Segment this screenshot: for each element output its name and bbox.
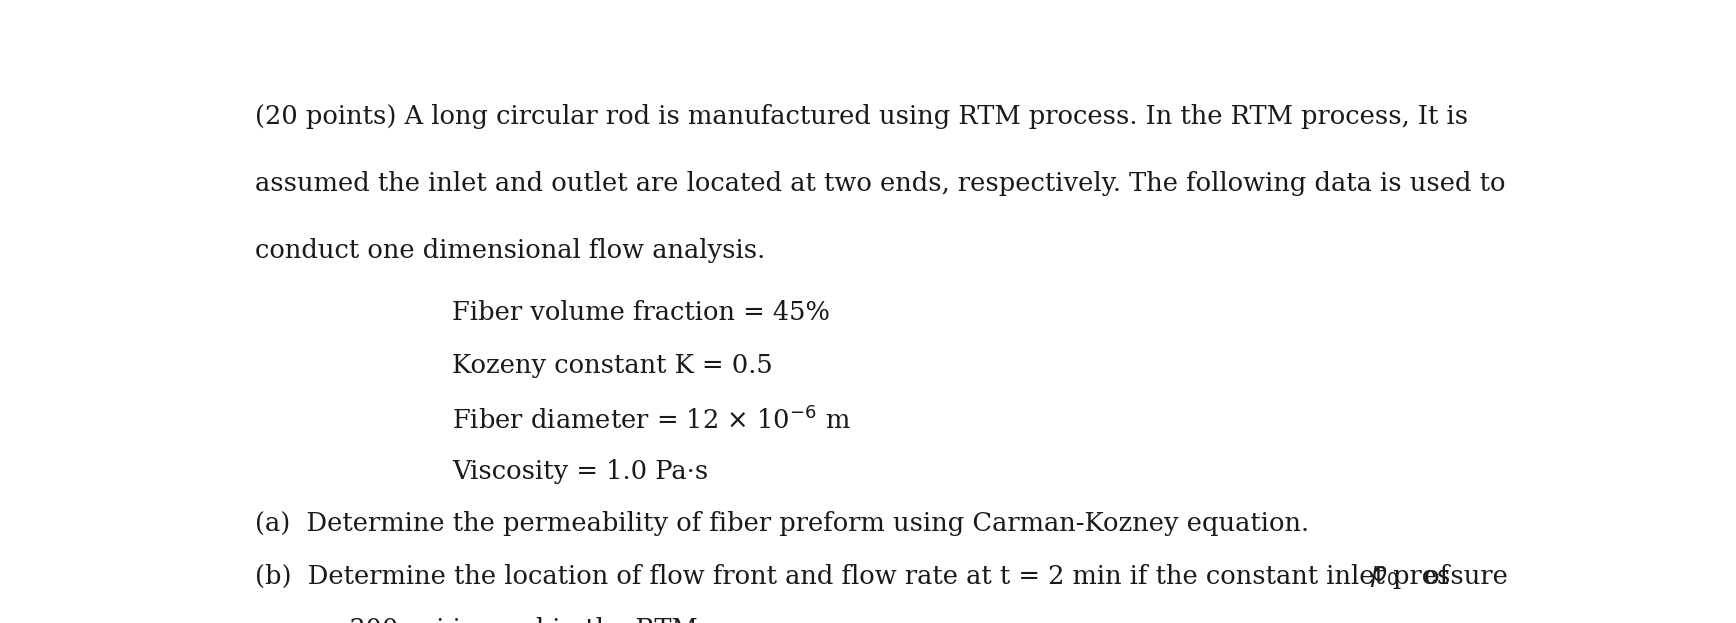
Text: (a)  Determine the permeability of fiber preform using Carman-Kozney equation.: (a) Determine the permeability of fiber … — [255, 511, 1309, 536]
Text: Kozeny constant K = 0.5: Kozeny constant K = 0.5 — [453, 353, 773, 378]
Text: Fiber diameter = 12 $\times$ 10$^{-6}$ m: Fiber diameter = 12 $\times$ 10$^{-6}$ m — [453, 406, 851, 434]
Text: (b)  Determine the location of flow front and flow rate at t = 2 min if the cons: (b) Determine the location of flow front… — [255, 564, 1524, 589]
Text: conduct one dimensional flow analysis.: conduct one dimensional flow analysis. — [255, 238, 766, 263]
Text: Viscosity = 1.0 Pa·s: Viscosity = 1.0 Pa·s — [453, 459, 708, 483]
Text: Fiber volume fraction = 45%: Fiber volume fraction = 45% — [453, 300, 830, 325]
Text: (20 points) A long circular rod is manufactured using RTM process. In the RTM pr: (20 points) A long circular rod is manuf… — [255, 103, 1469, 128]
Text: of: of — [1417, 564, 1450, 589]
Text: $p_0$: $p_0$ — [1370, 564, 1399, 589]
Text: assumed the inlet and outlet are located at two ends, respectively. The followin: assumed the inlet and outlet are located… — [255, 171, 1505, 196]
Text: 300 psi is used in the RTM process.: 300 psi is used in the RTM process. — [349, 617, 814, 623]
